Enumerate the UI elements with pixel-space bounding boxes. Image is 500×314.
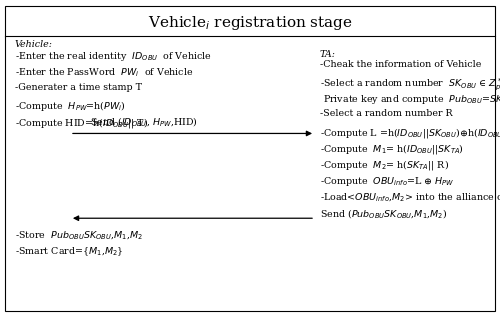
Text: Vehicle$_i$ registration stage: Vehicle$_i$ registration stage bbox=[148, 14, 352, 32]
Text: -Select a random number R: -Select a random number R bbox=[320, 109, 452, 118]
Text: -Compute  $H_{PW}$=h($PW_i$): -Compute $H_{PW}$=h($PW_i$) bbox=[15, 99, 126, 113]
Text: Send ($ID_{OBU}$, $H_{PW}$,HID): Send ($ID_{OBU}$, $H_{PW}$,HID) bbox=[90, 115, 198, 128]
Text: -Load<$OBU_{info}$,$M_2$> into the alliance chain: -Load<$OBU_{info}$,$M_2$> into the allia… bbox=[320, 191, 500, 203]
Text: -Generater a time stamp T: -Generater a time stamp T bbox=[15, 83, 142, 92]
Text: Send ($Pub_{OBU}$$SK_{OBU}$,$M_1$,$M_2$): Send ($Pub_{OBU}$$SK_{OBU}$,$M_1$,$M_2$) bbox=[320, 207, 448, 220]
Text: -Enter the real identity  $ID_{OBU}$  of Vehicle: -Enter the real identity $ID_{OBU}$ of V… bbox=[15, 50, 212, 63]
Text: -Cheak the information of Vehicle: -Cheak the information of Vehicle bbox=[320, 60, 482, 69]
Text: -Compute  $OBU_{info}$=L ⊕ $H_{PW}$: -Compute $OBU_{info}$=L ⊕ $H_{PW}$ bbox=[320, 175, 454, 187]
Text: Vehicle:: Vehicle: bbox=[15, 40, 53, 49]
Text: -Smart Card={$M_1$,$M_2$}: -Smart Card={$M_1$,$M_2$} bbox=[15, 246, 124, 258]
Text: -Compute L =h($ID_{OBU}$||$SK_{OBU}$)⊕h($ID_{OBU}$||$SK_{TA}$): -Compute L =h($ID_{OBU}$||$SK_{OBU}$)⊕h(… bbox=[320, 126, 500, 140]
Text: -Compute  $M_2$= h($SK_{TA}$|| R): -Compute $M_2$= h($SK_{TA}$|| R) bbox=[320, 158, 449, 172]
Text: -Compute  $M_1$= h($ID_{OBU}$||$SK_{TA}$): -Compute $M_1$= h($ID_{OBU}$||$SK_{TA}$) bbox=[320, 142, 464, 156]
Text: Private key and compute  $Pub_{OBU}$=$SK_{OBU}$*P: Private key and compute $Pub_{OBU}$=$SK_… bbox=[320, 93, 500, 106]
Text: -Compute HID=h($ID_{OBU}$|| T): -Compute HID=h($ID_{OBU}$|| T) bbox=[15, 116, 148, 130]
FancyBboxPatch shape bbox=[5, 6, 495, 311]
Text: -Select a random number  $SK_{OBU}$ ∈ $Z_p^*$  as: -Select a random number $SK_{OBU}$ ∈ $Z_… bbox=[320, 77, 500, 92]
Text: -Store  $Pub_{OBU}$$SK_{OBU}$,$M_1$,$M_2$: -Store $Pub_{OBU}$$SK_{OBU}$,$M_1$,$M_2$ bbox=[15, 229, 143, 241]
Text: -Enter the PassWord  $PW_i$  of Vehicle: -Enter the PassWord $PW_i$ of Vehicle bbox=[15, 67, 194, 79]
Text: TA:: TA: bbox=[320, 50, 336, 59]
